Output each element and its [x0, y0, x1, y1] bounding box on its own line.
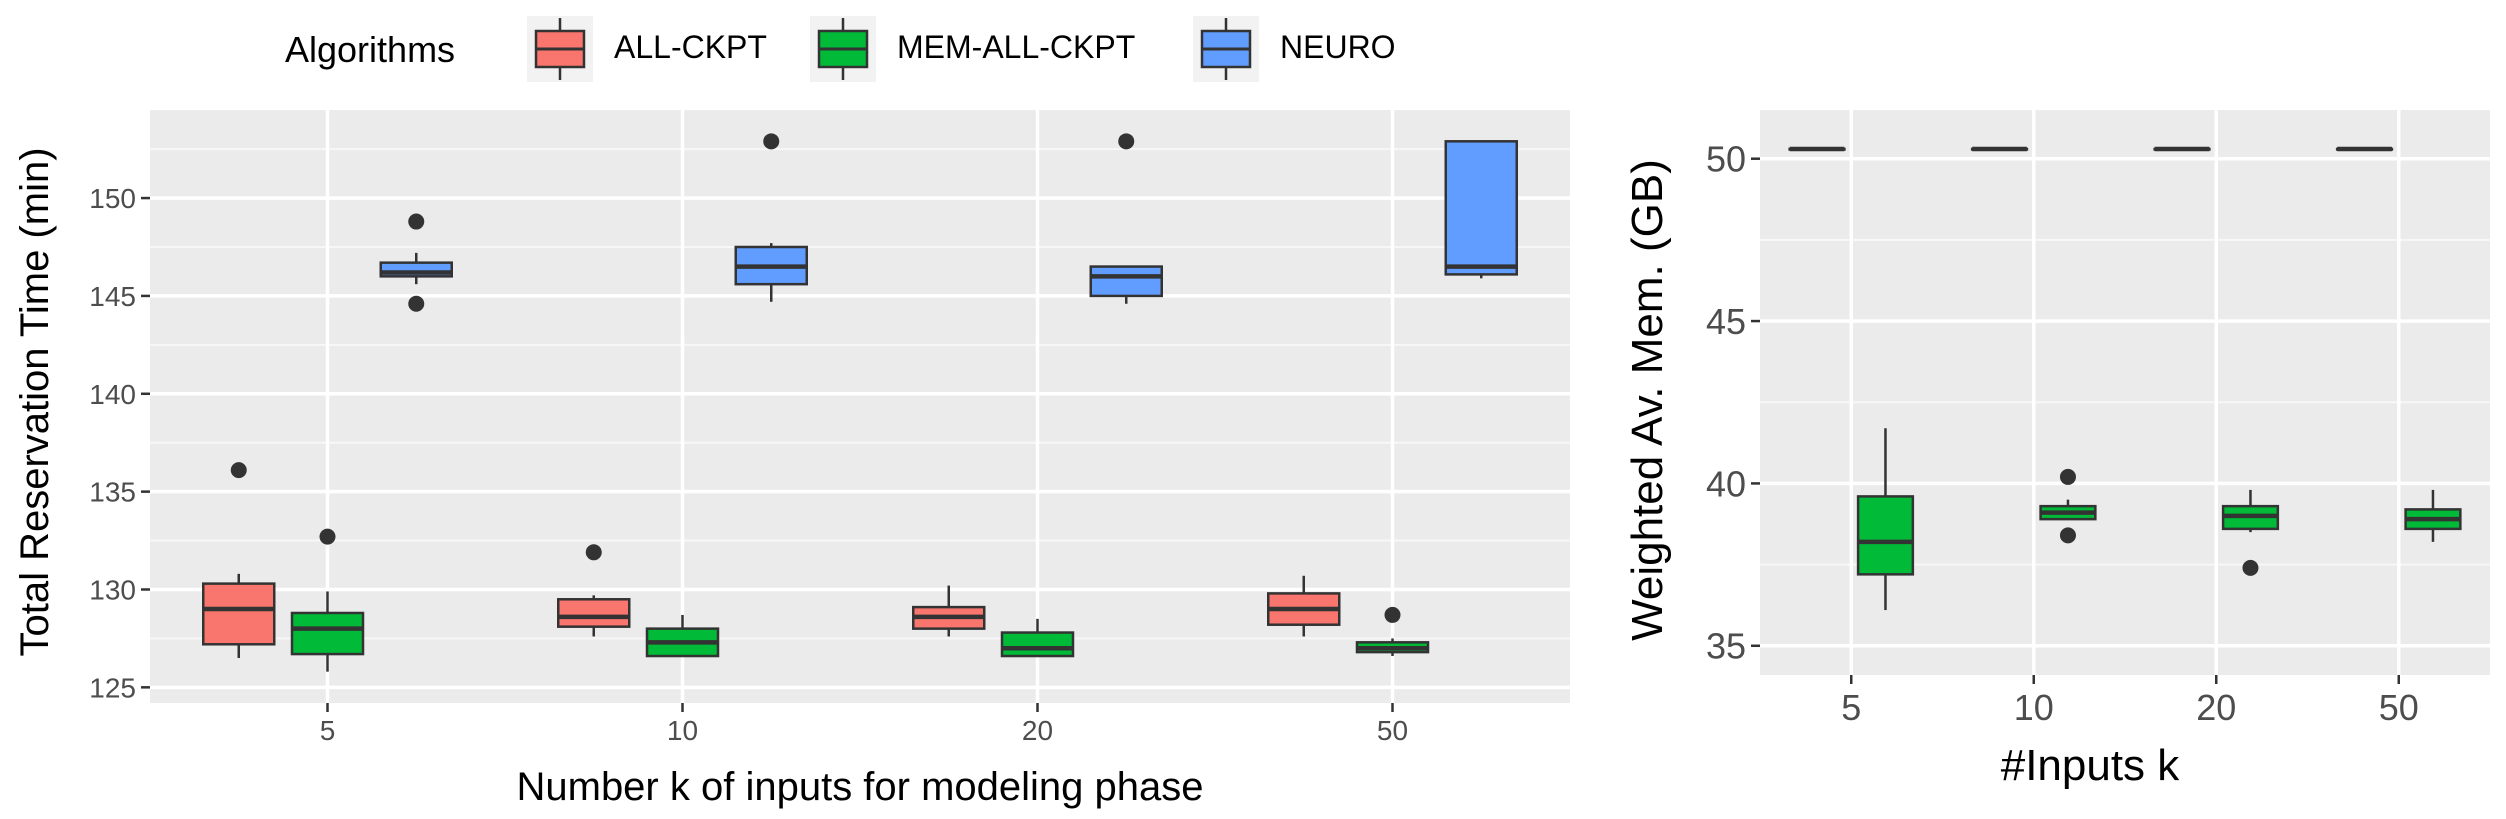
x-tick-label: 50	[1377, 715, 1408, 746]
box-all-ckpt-k50	[1267, 575, 1341, 637]
box-mem-all-ckpt-k5	[1856, 428, 1915, 611]
box-mem-all-ckpt-k20	[1000, 618, 1075, 658]
box-body	[1089, 265, 1163, 298]
legend: Algorithms ALL-CKPT MEM-ALL-CKPT NEURO	[285, 16, 1396, 82]
legend-items: ALL-CKPT MEM-ALL-CKPT NEURO	[527, 16, 1396, 82]
right-y-ticks: 35 40 45 50	[1706, 139, 1760, 667]
y-tick-label: 45	[1706, 301, 1746, 342]
x-tick-label: 5	[1841, 687, 1861, 728]
legend-label: NEURO	[1280, 29, 1396, 65]
y-tick-label: 145	[89, 281, 136, 312]
left-y-ticks: 125 130 135 140 145 150	[89, 183, 150, 703]
left-x-axis-label: Number k of inputs for modeling phase	[516, 765, 1203, 809]
outlier-point	[2242, 559, 2259, 576]
right-x-axis-label: #Inputs k	[2001, 741, 2181, 790]
outlier-point	[230, 462, 247, 479]
x-tick-label: 20	[1022, 715, 1053, 746]
legend-title: Algorithms	[285, 29, 455, 70]
x-tick-label: 10	[2014, 687, 2054, 728]
box-all-ckpt-k20	[912, 585, 986, 637]
box-body	[202, 582, 276, 646]
outlier-point	[2059, 527, 2076, 544]
y-tick-label: 125	[89, 672, 136, 703]
y-tick-label: 135	[89, 477, 136, 508]
box-all-ckpt-k10	[1970, 146, 2029, 152]
left-x-ticks: 5 10 20 50	[320, 703, 1408, 746]
outlier-point	[2059, 468, 2076, 485]
box-all-ckpt-k5	[202, 462, 276, 658]
outlier-point	[408, 213, 425, 230]
y-tick-label: 150	[89, 183, 136, 214]
outlier-point	[585, 544, 602, 561]
box-body	[1856, 495, 1915, 576]
box-all-ckpt-k5	[1788, 146, 1846, 152]
y-tick-label: 130	[89, 575, 136, 606]
outlier-point	[408, 295, 425, 312]
outlier-point	[763, 133, 780, 150]
box-body	[290, 611, 365, 656]
box-mem-all-ckpt-k20	[2221, 489, 2280, 576]
reservation-time-chart: 125 130 135 140 145 150 5 10 20 50 Number k of i…	[13, 110, 1570, 809]
right-y-axis-label: Weighted Av. Mem. (GB)	[1623, 159, 1672, 641]
box-body	[1000, 631, 1075, 658]
box-neuro-k20	[1089, 133, 1163, 304]
x-tick-label: 10	[667, 715, 698, 746]
box-mem-all-ckpt-k5	[290, 528, 365, 672]
x-tick-label: 5	[320, 715, 336, 746]
x-tick-label: 20	[2196, 687, 2236, 728]
y-tick-label: 140	[89, 379, 136, 410]
right-panel-marks	[1788, 146, 2462, 611]
box-all-ckpt-k50	[2335, 146, 2394, 152]
box-mem-all-ckpt-k50	[2404, 489, 2462, 542]
outlier-point	[1118, 133, 1135, 150]
left-panel-marks	[202, 133, 1518, 672]
outlier-point	[319, 528, 336, 545]
outlier-point	[1384, 606, 1401, 623]
y-tick-label: 50	[1706, 139, 1746, 180]
box-neuro-k10	[734, 133, 808, 302]
box-all-ckpt-k20	[2153, 146, 2211, 152]
box-all-ckpt-k10	[557, 544, 631, 637]
box-mem-all-ckpt-k50	[1355, 606, 1430, 657]
y-tick-label: 35	[1706, 626, 1746, 667]
y-tick-label: 40	[1706, 463, 1746, 504]
right-panel-background	[1760, 110, 2490, 675]
box-mem-all-ckpt-k10	[645, 614, 720, 658]
memory-chart: 35 40 45 50 5 10 20 50 #Inputs k Weighted Av. …	[1623, 110, 2490, 790]
x-tick-label: 50	[2379, 687, 2419, 728]
left-panel-grid	[150, 110, 1570, 703]
box-body	[557, 598, 631, 628]
box-neuro-k50	[1444, 140, 1518, 279]
legend-label: ALL-CKPT	[614, 29, 767, 65]
left-y-axis-label: Total Reservation Time (min)	[13, 147, 57, 656]
box-neuro-k5	[379, 213, 453, 312]
box-body	[1444, 140, 1518, 276]
legend-label: MEM-ALL-CKPT	[897, 29, 1135, 65]
box-mem-all-ckpt-k10	[2039, 468, 2097, 544]
right-x-ticks: 5 10 20 50	[1841, 675, 2419, 728]
